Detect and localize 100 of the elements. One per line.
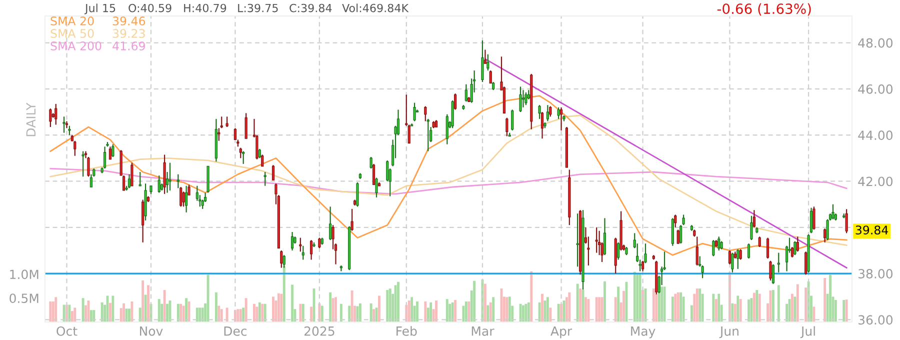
bar	[524, 304, 528, 322]
annotation: 41.69	[112, 41, 145, 50]
bar	[462, 306, 465, 322]
candlestick	[804, 251, 808, 276]
candlestick	[128, 174, 131, 189]
bar	[264, 304, 266, 322]
line-series	[50, 114, 848, 246]
bar	[676, 292, 680, 322]
bar	[236, 309, 240, 322]
bar	[277, 293, 280, 322]
bar	[408, 300, 410, 322]
bar	[794, 296, 796, 322]
text: SMA 200	[50, 41, 102, 50]
candlestick	[772, 264, 775, 284]
bar	[435, 300, 438, 322]
bar	[378, 296, 380, 322]
bar	[370, 303, 372, 322]
candlestick	[226, 116, 228, 128]
bar	[340, 304, 342, 322]
candlestick	[696, 236, 698, 266]
bar	[90, 310, 92, 322]
candlestick	[464, 84, 468, 102]
candlestick	[370, 156, 372, 170]
bar	[530, 271, 533, 322]
candlestick	[641, 260, 644, 272]
bar	[812, 306, 816, 322]
candlestick	[182, 191, 185, 208]
bar	[522, 305, 524, 322]
candlestick	[486, 54, 490, 72]
y2-tick-label: 0.5M	[10, 294, 38, 304]
candlestick	[832, 204, 834, 220]
candlestick	[290, 231, 294, 252]
candlestick	[595, 226, 598, 254]
bar	[416, 301, 418, 322]
bar	[242, 308, 245, 322]
bar	[549, 308, 552, 322]
text: SMA 20	[50, 16, 94, 26]
bar	[682, 296, 685, 322]
bar	[108, 302, 112, 322]
candlestick	[484, 49, 486, 64]
candlestick	[168, 162, 172, 192]
bar	[718, 294, 720, 322]
bar	[386, 290, 389, 322]
candlestick	[790, 246, 794, 258]
candlestick	[176, 174, 180, 189]
y-tick-label: 42.00	[858, 176, 893, 186]
bar	[256, 306, 258, 322]
bar	[334, 297, 337, 322]
candlestick	[242, 150, 245, 164]
candlestick	[218, 128, 220, 142]
candlestick	[74, 140, 76, 156]
x-tick-label: May	[631, 326, 656, 338]
candlestick	[142, 199, 144, 243]
bar	[388, 288, 392, 322]
candlestick	[258, 148, 261, 159]
bar	[756, 290, 758, 322]
candlestick	[736, 248, 740, 270]
bar	[176, 304, 180, 322]
bar	[508, 296, 511, 322]
bar	[424, 301, 427, 322]
bar	[506, 297, 508, 322]
candlestick	[375, 177, 378, 198]
bar	[750, 298, 753, 322]
bar	[739, 299, 742, 322]
bar	[731, 303, 734, 322]
line-series	[50, 168, 848, 195]
bar	[690, 305, 693, 322]
candlestick	[511, 109, 514, 132]
bar	[198, 308, 202, 322]
candlestick	[68, 125, 71, 136]
candlestick	[62, 116, 66, 134]
bar	[128, 308, 130, 322]
text: O:40.59	[128, 4, 172, 12]
candlestick	[282, 254, 286, 268]
candlestick	[108, 146, 112, 160]
bar	[454, 300, 457, 322]
bar	[752, 292, 756, 322]
bar	[261, 304, 264, 322]
bar	[144, 294, 147, 322]
candlestick	[812, 206, 816, 230]
bar	[614, 297, 617, 322]
candlestick	[758, 236, 761, 248]
bar	[92, 310, 96, 322]
bar	[112, 296, 114, 322]
candlestick	[413, 102, 416, 122]
y-tick-label: 48.00	[858, 38, 893, 48]
bar	[598, 297, 601, 322]
candlestick	[519, 86, 522, 113]
candlestick	[524, 92, 528, 106]
candlestick	[766, 237, 770, 260]
candlestick	[540, 111, 544, 140]
bar	[70, 311, 74, 322]
candlestick	[158, 174, 160, 194]
y-tick-label: 36.00	[858, 315, 893, 325]
bar	[82, 298, 84, 322]
bar	[49, 301, 52, 322]
candlestick	[728, 250, 732, 265]
candlestick	[489, 70, 492, 84]
bar	[473, 280, 476, 322]
candlestick	[310, 240, 313, 260]
